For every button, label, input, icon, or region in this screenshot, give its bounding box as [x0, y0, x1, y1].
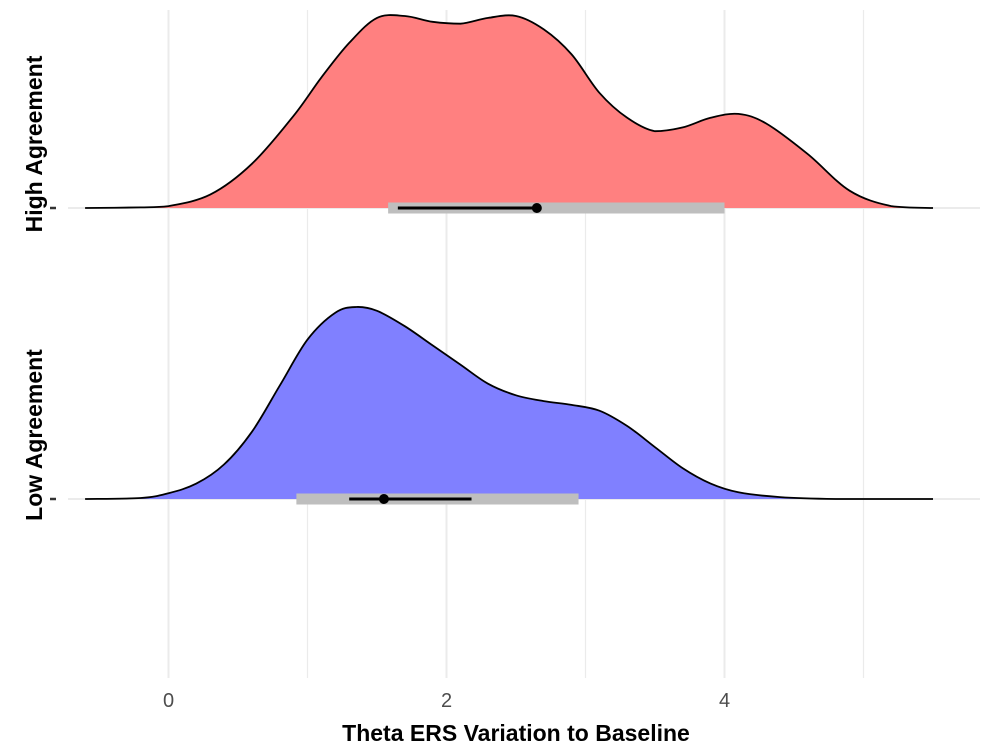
point-estimate-high-agreement: [531, 203, 542, 213]
density-curve-low-agreement: [85, 306, 933, 500]
y-tick-label-high-agreement: High Agreement: [21, 55, 47, 232]
axis-layer: High Agreement Low Agreement 0 2 4: [21, 55, 730, 712]
point-estimate-low-agreement: [378, 494, 389, 504]
x-tick-label: 0: [163, 690, 174, 712]
x-tick-label: 2: [441, 690, 452, 712]
series-layer: [85, 14, 934, 500]
density-curve-high-agreement: [85, 14, 934, 209]
density-area-low-agreement: [85, 306, 934, 499]
x-tick-label: 4: [719, 690, 730, 712]
interval-layer: [296, 202, 725, 505]
density-area-high-agreement: [85, 15, 934, 208]
y-tick-label-low-agreement: Low Agreement: [21, 349, 47, 521]
x-axis-title: Theta ERS Variation to Baseline: [342, 720, 690, 746]
